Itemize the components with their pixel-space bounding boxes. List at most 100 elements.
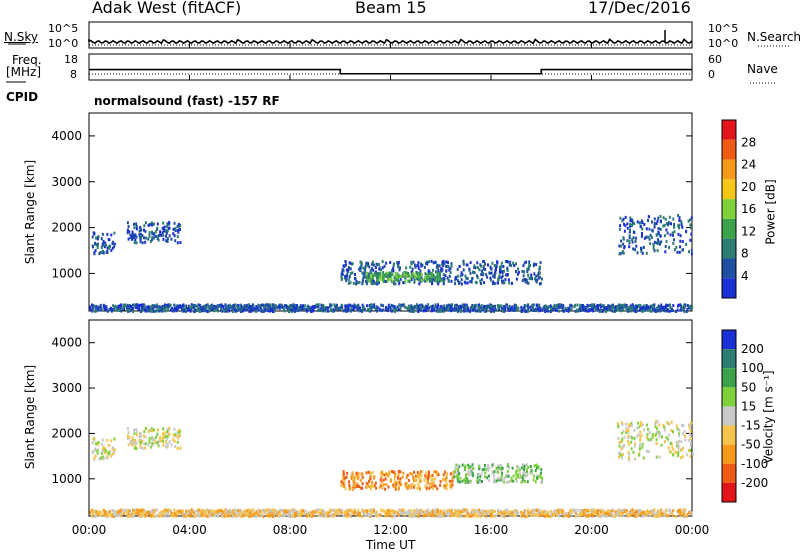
power-echo-cell — [492, 274, 495, 278]
velocity-echo-cell — [139, 432, 142, 436]
velocity-echo-cell — [655, 430, 658, 434]
velocity-echo-cell — [515, 473, 518, 477]
velocity-echo-cell — [462, 510, 465, 514]
velocity-echo-cell — [385, 483, 388, 486]
power-echo-cell — [366, 278, 369, 282]
power-echo-cell — [512, 309, 515, 312]
power-echo-cell — [495, 264, 498, 268]
power-echo-cell — [456, 303, 458, 307]
power-echo-cell — [412, 276, 415, 279]
power-echo-cell — [162, 229, 165, 233]
velocity-echo-cell — [557, 511, 560, 514]
velocity-echo-cell — [367, 514, 370, 517]
power-echo-cell — [641, 251, 644, 255]
power-echo-cell — [378, 281, 380, 285]
power-echo-cell — [503, 304, 505, 308]
velocity-echo-cell — [359, 479, 362, 482]
power-echo-cell — [640, 234, 643, 238]
nave-tick-bottom: 0 — [708, 68, 715, 81]
velocity-echo-cell — [529, 510, 532, 514]
velocity-echo-cell — [112, 446, 114, 450]
velocity-echo-cell — [234, 508, 237, 512]
power-echo-cell — [398, 282, 401, 286]
velocity-echo-cell — [187, 512, 190, 515]
power-echo-cell — [436, 309, 439, 313]
power-echo-cell — [386, 279, 389, 283]
power-echo-cell — [517, 267, 519, 271]
power-echo-cell — [460, 282, 463, 286]
velocity-echo-cell — [449, 472, 452, 476]
power-colorbar-tick: 16 — [741, 202, 756, 216]
velocity-echo-cell — [375, 486, 378, 490]
x-tick-label: 16:00 — [474, 523, 509, 537]
velocity-echo-cell — [410, 509, 413, 513]
power-echo-cell — [179, 223, 182, 227]
power-echo-cell — [477, 309, 480, 313]
velocity-echo-cell — [420, 508, 423, 512]
power-echo-cell — [499, 268, 502, 272]
velocity-echo-cell — [231, 512, 234, 516]
power-echo-cell — [607, 308, 610, 312]
power-echo-cell — [130, 305, 133, 308]
velocity-echo-cell — [412, 476, 415, 480]
cpid-label: CPID — [6, 90, 39, 104]
velocity-echo-cell — [97, 441, 100, 444]
power-echo-cell — [294, 304, 297, 307]
velocity-echo-cell — [599, 510, 602, 514]
velocity-echo-cell — [488, 479, 491, 483]
velocity-echo-cell — [127, 431, 130, 434]
velocity-echo-cell — [131, 442, 134, 446]
power-echo-cell — [389, 274, 392, 278]
velocity-echo-cell — [519, 472, 521, 476]
power-echo-cell — [350, 304, 353, 308]
velocity-echo-cell — [393, 470, 396, 474]
velocity-echo-cell — [461, 463, 464, 467]
velocity-echo-cell — [493, 477, 496, 481]
power-echo-cell — [536, 304, 539, 308]
power-echo-cell — [108, 307, 111, 311]
velocity-echo-cell — [170, 443, 173, 447]
power-echo-cell — [371, 273, 374, 277]
velocity-echo-cell — [633, 429, 636, 432]
velocity-echo-cell — [634, 442, 636, 446]
velocity-echo-cell — [682, 432, 685, 436]
power-echo-cell — [648, 237, 651, 241]
velocity-echo-cell — [113, 437, 116, 441]
velocity-echo-cell — [416, 486, 419, 490]
power-echo-cell — [146, 309, 149, 313]
power-echo-cell — [626, 222, 629, 226]
velocity-echo-cell — [350, 476, 353, 480]
power-echo-cell — [499, 265, 502, 269]
velocity-echo-cell — [166, 435, 169, 439]
power-echo-cell — [451, 303, 454, 307]
velocity-echo-cell — [107, 510, 110, 514]
velocity-echo-cell — [435, 473, 438, 477]
velocity-echo-cell — [664, 440, 666, 444]
velocity-echo-cell — [93, 509, 96, 513]
velocity-echo-cell — [474, 514, 477, 518]
velocity-echo-cell — [172, 438, 175, 441]
velocity-echo-cell — [380, 470, 383, 474]
power-echo-cell — [366, 275, 368, 279]
power-echo-cell — [434, 279, 437, 282]
power-echo-cell — [108, 245, 111, 249]
power-echo-cell — [323, 306, 326, 310]
power-echo-cell — [376, 282, 379, 286]
power-echo-cell — [645, 251, 648, 255]
power-echo-cell — [510, 264, 513, 268]
power-echo-cell — [420, 264, 423, 268]
velocity-echo-cell — [203, 509, 206, 513]
power-echo-cell — [417, 305, 420, 309]
velocity-echo-cell — [145, 427, 147, 431]
power-echo-cell — [177, 230, 180, 234]
velocity-echo-cell — [618, 451, 621, 455]
velocity-echo-cell — [160, 511, 163, 515]
velocity-echo-cell — [246, 509, 249, 513]
power-echo-cell — [614, 305, 617, 309]
power-echo-cell — [666, 304, 669, 307]
velocity-echo-cell — [495, 513, 498, 517]
velocity-echo-cell — [651, 435, 654, 439]
power-echo-cell — [311, 305, 314, 309]
velocity-echo-cell — [685, 515, 688, 519]
power-echo-cell — [345, 268, 348, 272]
